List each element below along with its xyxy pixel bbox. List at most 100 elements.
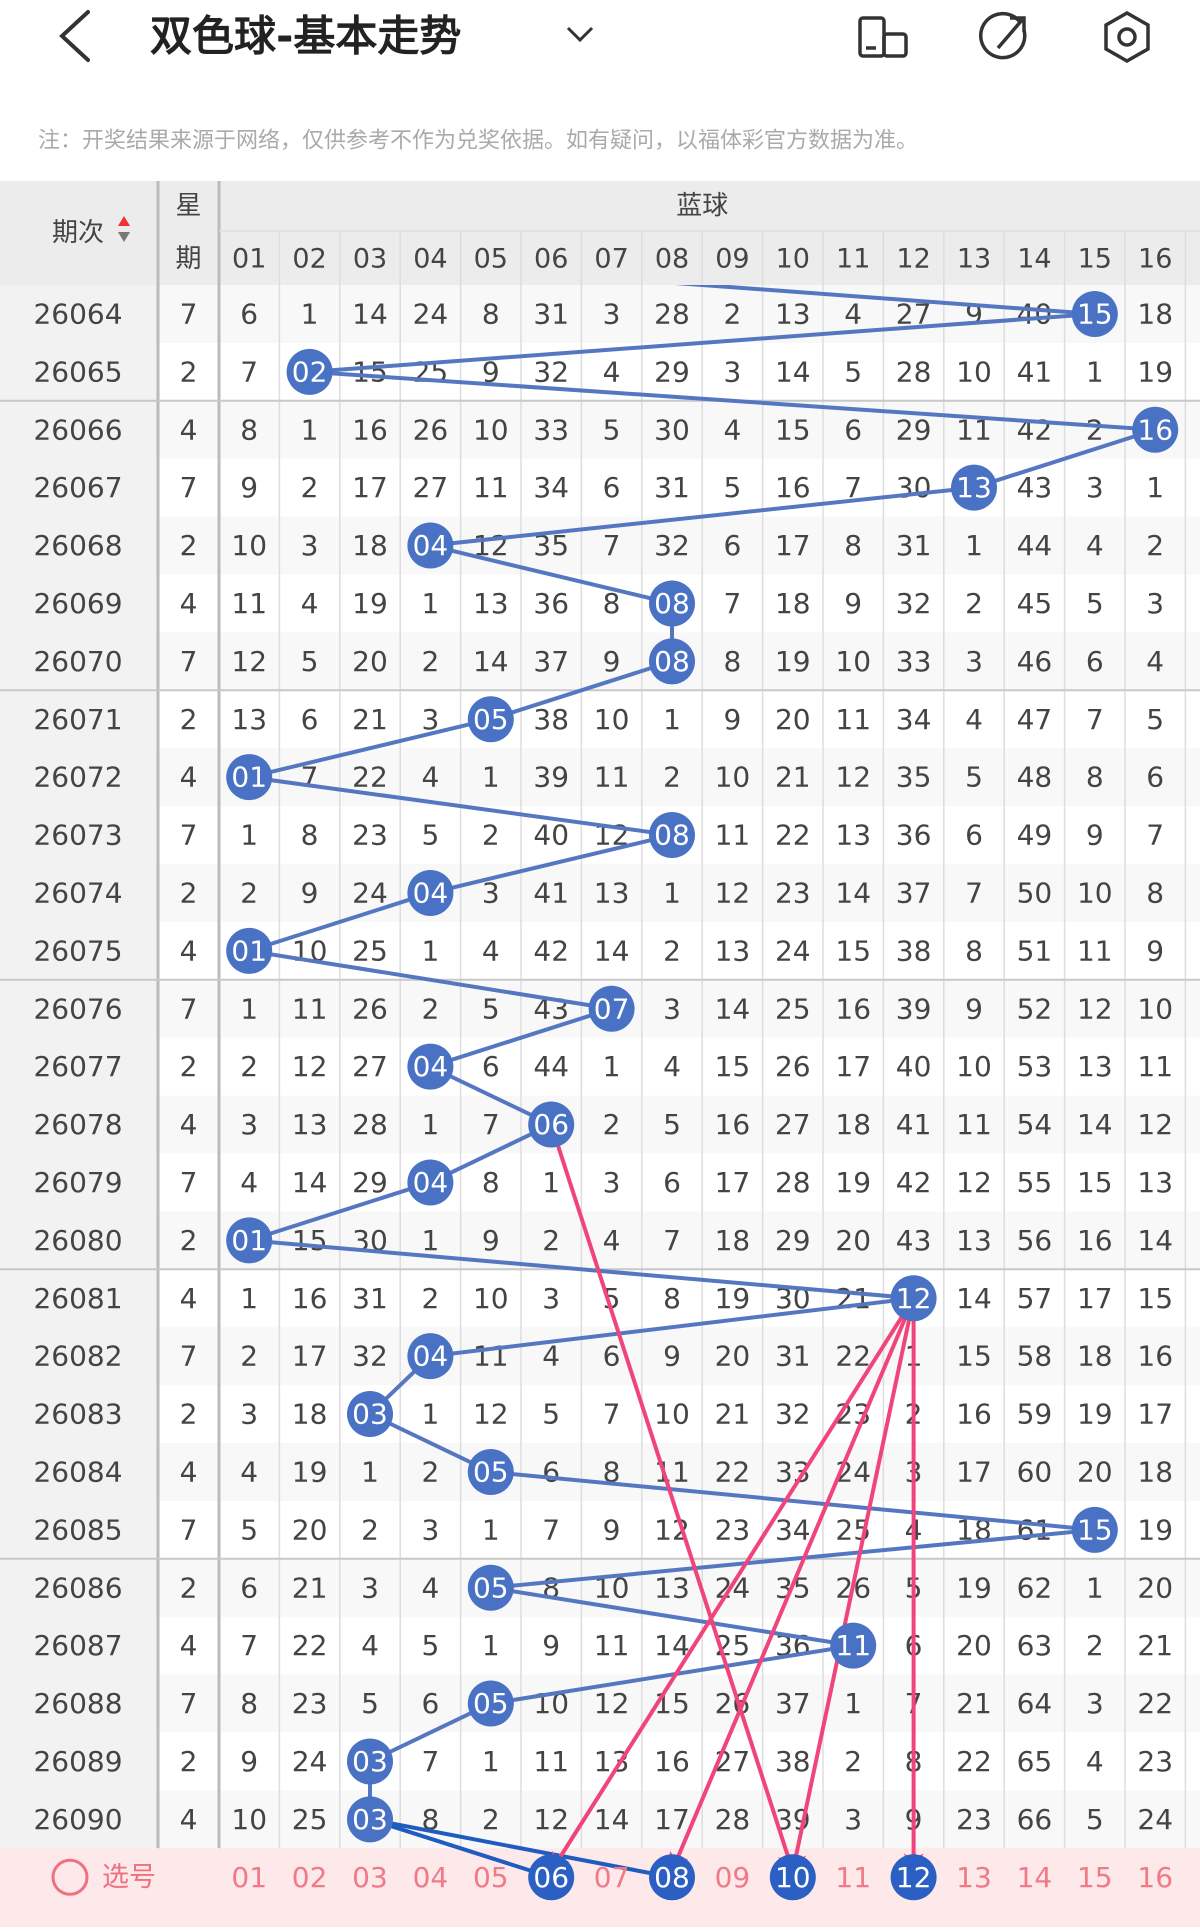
omission: 18 [715,1224,751,1257]
omission: 25 [292,1803,328,1836]
omission: 65 [1017,1745,1053,1778]
omission: 38 [775,1745,811,1778]
footer-ball[interactable]: 11 [835,1861,871,1894]
omission: 5 [965,761,983,794]
footer-ball[interactable]: 14 [1017,1861,1053,1894]
row-bg [158,1790,1200,1849]
selected-ball[interactable] [769,1854,816,1901]
omission: 39 [533,761,569,794]
weekday: 2 [180,1050,198,1083]
omission: 18 [775,587,811,620]
omission: 32 [533,355,569,388]
period-col-bg [0,285,158,1849]
period: 26067 [33,471,122,504]
sort-down[interactable] [118,232,130,242]
header-ball: 04 [413,244,447,275]
omission: 16 [775,471,811,504]
share-icon[interactable] [979,11,1027,60]
footer-ball[interactable]: 10 [775,1861,811,1894]
omission: 26 [775,1050,811,1083]
omission: 22 [956,1745,992,1778]
footer-ball[interactable]: 13 [956,1861,992,1894]
select-toggle[interactable] [51,1858,89,1896]
omission: 16 [292,1282,328,1315]
footer-ball[interactable]: 16 [1137,1861,1173,1894]
sort-up[interactable] [118,216,130,226]
omission: 11 [1137,1050,1173,1083]
omission: 20 [352,645,388,678]
omission: 1 [482,1629,500,1662]
period: 26077 [33,1050,122,1083]
omission: 9 [844,587,862,620]
header-period[interactable]: 期次 [52,218,104,248]
omission: 20 [835,1224,871,1257]
omission: 8 [482,1166,500,1199]
omission: 14 [956,1282,992,1315]
omission: 4 [723,413,741,446]
omission: 17 [352,471,388,504]
omission: 5 [421,1629,439,1662]
omission: 29 [775,1224,811,1257]
omission: 66 [1017,1803,1053,1836]
omission: 2 [421,645,439,678]
back-button[interactable] [59,10,90,62]
footer-ball[interactable]: 08 [654,1861,690,1894]
omission: 57 [1017,1282,1053,1315]
omission: 2 [301,471,319,504]
footer-ball[interactable]: 07 [594,1861,630,1894]
omission: 21 [956,1687,992,1720]
selected-ball[interactable] [649,1854,695,1901]
layout-icon[interactable] [858,16,908,58]
dropdown[interactable] [566,26,594,43]
omission: 6 [482,1050,500,1083]
notice: 注：开奖结果来源于网络，仅供参考不作为兑奖依据。如有疑问，以福体彩官方数据为准。 [38,129,918,154]
omission: 37 [775,1687,811,1720]
omission: 5 [542,1398,560,1431]
omission: 25 [775,992,811,1025]
footer-ball[interactable]: 04 [413,1861,449,1894]
omission: 17 [775,529,811,562]
weekday: 4 [180,1803,198,1836]
omission: 13 [594,876,630,909]
footer-ball[interactable]: 01 [231,1861,267,1894]
omission: 41 [1017,355,1053,388]
omission: 5 [603,413,621,446]
footer-ball[interactable]: 15 [1077,1861,1113,1894]
omission: 7 [542,1513,560,1546]
omission: 1 [603,1050,621,1083]
footer-label[interactable]: 选号 [102,1862,156,1893]
omission: 4 [361,1629,379,1662]
footer-ball[interactable]: 06 [533,1861,569,1894]
period: 26082 [33,1340,122,1373]
footer-ball[interactable]: 02 [292,1861,328,1894]
omission: 12 [231,645,267,678]
settings-icon[interactable] [1104,10,1150,64]
omission: 15 [654,1687,690,1720]
omission: 4 [421,1571,439,1604]
footer-ball[interactable]: 12 [896,1861,932,1894]
weekday: 7 [180,1513,198,1546]
footer-ball[interactable]: 05 [473,1861,509,1894]
omission: 15 [956,1340,992,1373]
hit-ball [1132,406,1179,453]
omission: 10 [1137,992,1173,1025]
omission: 23 [715,1513,751,1546]
weekday: 7 [180,1687,198,1720]
omission: 29 [896,413,932,446]
hit-ball [588,985,635,1032]
omission: 11 [292,992,328,1025]
footer-ball[interactable]: 09 [715,1861,751,1894]
footer-ball[interactable]: 03 [352,1861,388,1894]
omission: 29 [654,355,690,388]
omission: 4 [421,761,439,794]
selected-ball[interactable] [890,1854,937,1901]
omission: 50 [1017,876,1053,909]
selected-ball[interactable] [528,1854,575,1901]
omission: 1 [1086,1571,1104,1604]
omission: 3 [240,1398,258,1431]
weekday: 2 [180,1398,198,1431]
omission: 7 [844,471,862,504]
omission: 5 [301,645,319,678]
hit-number: 03 [352,1745,388,1778]
omission: 2 [663,761,681,794]
